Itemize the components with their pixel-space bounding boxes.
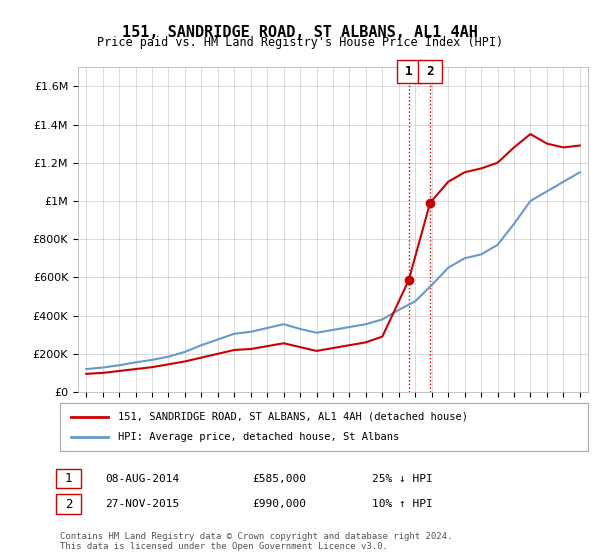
Text: 1: 1 [65,472,72,486]
Text: 10% ↑ HPI: 10% ↑ HPI [372,499,433,509]
Text: 25% ↓ HPI: 25% ↓ HPI [372,474,433,484]
Text: 2: 2 [427,65,434,78]
Text: 27-NOV-2015: 27-NOV-2015 [105,499,179,509]
Text: 1: 1 [405,65,412,78]
Text: 151, SANDRIDGE ROAD, ST ALBANS, AL1 4AH: 151, SANDRIDGE ROAD, ST ALBANS, AL1 4AH [122,25,478,40]
Text: Contains HM Land Registry data © Crown copyright and database right 2024.
This d: Contains HM Land Registry data © Crown c… [60,532,452,552]
Text: £585,000: £585,000 [252,474,306,484]
Text: £990,000: £990,000 [252,499,306,509]
Text: Price paid vs. HM Land Registry's House Price Index (HPI): Price paid vs. HM Land Registry's House … [97,36,503,49]
Text: 151, SANDRIDGE ROAD, ST ALBANS, AL1 4AH (detached house): 151, SANDRIDGE ROAD, ST ALBANS, AL1 4AH … [118,412,468,422]
Text: HPI: Average price, detached house, St Albans: HPI: Average price, detached house, St A… [118,432,400,442]
Text: 08-AUG-2014: 08-AUG-2014 [105,474,179,484]
Text: 2: 2 [65,497,72,511]
